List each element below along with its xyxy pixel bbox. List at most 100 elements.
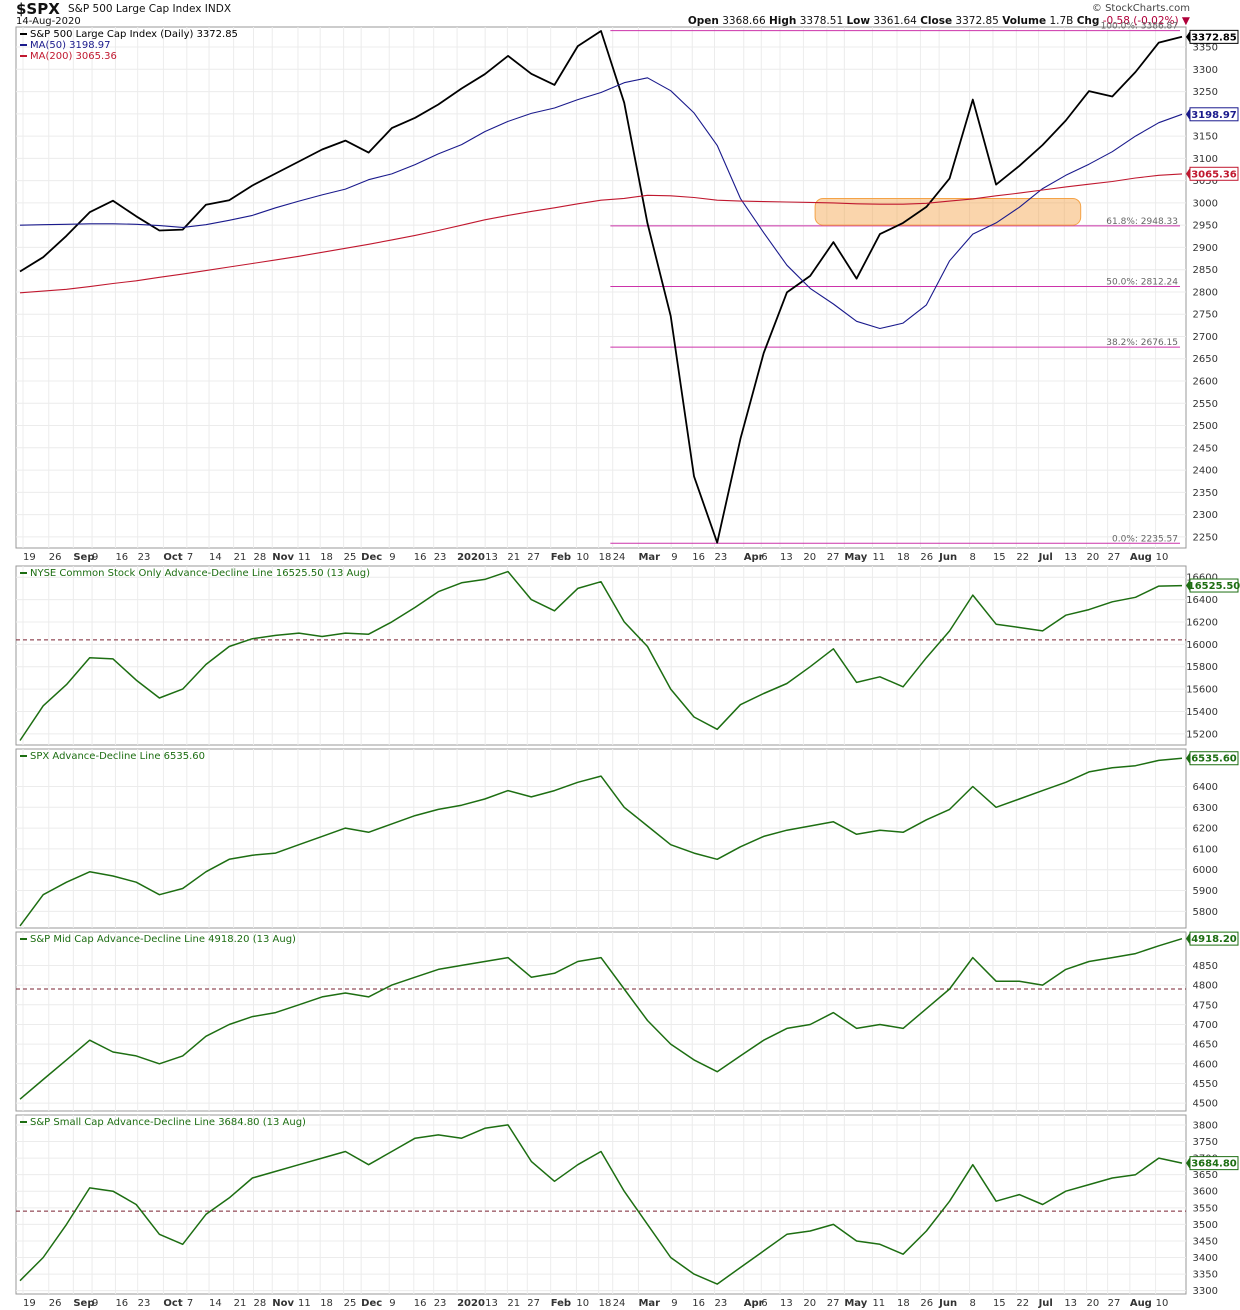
y-tick-label: 2650 (1193, 354, 1218, 365)
x-date-label: 6 (761, 552, 767, 563)
y-tick-label: 3150 (1193, 132, 1218, 143)
close-label: Close (920, 15, 953, 27)
badge-pointer (1186, 108, 1190, 121)
series-line-spx-0 (19, 30, 1183, 544)
x-date-label: Feb (551, 552, 571, 563)
y-tick-label: 6000 (1193, 865, 1218, 876)
x-date-label: 23 (434, 552, 447, 563)
y-tick-label: 3300 (1193, 65, 1218, 76)
legend-entry: S&P Small Cap Advance-Decline Line 3684.… (30, 1117, 306, 1128)
badge-pointer (1186, 167, 1190, 180)
x-date-label: 28 (254, 1298, 267, 1309)
chg-label: Chg (1076, 15, 1100, 27)
x-date-label: 7 (187, 552, 193, 563)
y-tick-label: 2600 (1193, 377, 1218, 388)
x-date-label: 26 (920, 552, 933, 563)
x-date-label: May (844, 552, 867, 563)
x-date-label: Mar (638, 552, 660, 563)
x-date-label: 25 (344, 1298, 357, 1309)
x-date-label: Dec (361, 552, 382, 563)
x-date-label: 16 (692, 552, 705, 563)
x-date-label: 18 (599, 1298, 612, 1309)
value-badge (1189, 29, 1239, 44)
y-tick-label: 2950 (1193, 221, 1218, 232)
high-label: High (768, 15, 797, 27)
low-label: Low (846, 15, 871, 27)
legend-entry: S&P Mid Cap Advance-Decline Line 4918.20… (30, 934, 296, 945)
series-line-spxad-0 (19, 757, 1183, 927)
x-date-label: Oct (163, 552, 182, 563)
y-tick-label: 2350 (1193, 488, 1218, 499)
y-tick-label: 4650 (1193, 1040, 1218, 1051)
y-tick-label: 5800 (1193, 907, 1218, 918)
x-date-label: Apr (744, 552, 764, 563)
x-date-label: 27 (527, 552, 540, 563)
y-tick-label: 3550 (1193, 1203, 1218, 1214)
y-tick-label: 3000 (1193, 198, 1218, 209)
x-date-label: 18 (897, 1298, 910, 1309)
value-badge-label: 4918.20 (1191, 934, 1237, 945)
series-line-small-0 (19, 1124, 1183, 1285)
y-tick-label: 3650 (1193, 1170, 1218, 1181)
y-tick-label: 15400 (1186, 707, 1218, 718)
x-date-label: 22 (1016, 1298, 1029, 1309)
x-date-label: Aug (1130, 552, 1152, 563)
x-date-label: 27 (1108, 1298, 1121, 1309)
x-date-label: 24 (613, 1298, 626, 1309)
y-tick-label: 16400 (1186, 595, 1218, 606)
x-date-label: 18 (320, 552, 333, 563)
y-tick-label: 3500 (1193, 1220, 1218, 1231)
x-date-label: Nov (272, 552, 294, 563)
close-value: 3372.85 (955, 15, 999, 27)
volume-label: Volume (1002, 15, 1047, 27)
value-badge (1189, 1156, 1239, 1171)
y-tick-label: 2550 (1193, 399, 1218, 410)
y-tick-label: 3250 (1193, 87, 1218, 98)
fibonacci-label: 38.2%: 2676.15 (1106, 338, 1178, 348)
value-badge (1189, 751, 1239, 766)
x-date-label: 16 (414, 1298, 427, 1309)
series-line-nyse-0 (19, 570, 1183, 741)
x-date-label: 13 (485, 1298, 498, 1309)
x-date-label: 23 (138, 552, 151, 563)
y-tick-label: 3100 (1193, 154, 1218, 165)
chart-date: 14-Aug-2020 (16, 16, 81, 27)
y-tick-label: 2700 (1193, 332, 1218, 343)
badge-pointer (1186, 752, 1190, 765)
y-tick-label: 4850 (1193, 961, 1218, 972)
x-date-label: 7 (187, 1298, 193, 1309)
fibonacci-label: 61.8%: 2948.33 (1106, 217, 1178, 227)
fibonacci-label: 50.0%: 2812.24 (1106, 278, 1178, 288)
x-date-label: 13 (1064, 1298, 1077, 1309)
y-tick-label: 2450 (1193, 443, 1218, 454)
x-date-label: May (844, 1298, 867, 1309)
x-date-label: 13 (1064, 552, 1077, 563)
legend-entry: MA(200) 3065.36 (30, 51, 117, 62)
x-date-label: 11 (872, 552, 885, 563)
x-date-label: 2020 (457, 1298, 485, 1309)
x-date-label: Mar (638, 1298, 660, 1309)
legend-entry: MA(50) 3198.97 (30, 40, 111, 51)
y-tick-label: 2250 (1193, 532, 1218, 543)
y-tick-label: 2500 (1193, 421, 1218, 432)
x-date-label: 26 (49, 1298, 62, 1309)
y-tick-label: 2900 (1193, 243, 1218, 254)
x-date-label: 18 (599, 552, 612, 563)
y-tick-label: 2400 (1193, 466, 1218, 477)
x-date-label: 16 (115, 1298, 128, 1309)
x-date-label: 27 (527, 1298, 540, 1309)
x-date-label: 23 (714, 1298, 727, 1309)
value-badge-label: 6535.60 (1191, 754, 1237, 765)
x-date-label: Jul (1038, 1298, 1053, 1309)
x-date-label: Feb (551, 1298, 571, 1309)
x-date-label: 14 (209, 1298, 222, 1309)
badge-pointer (1186, 30, 1190, 43)
legend-entry: S&P 500 Large Cap Index (Daily) 3372.85 (30, 29, 238, 40)
badge-pointer (1186, 932, 1190, 945)
y-tick-label: 16600 (1186, 573, 1218, 584)
y-tick-label: 16200 (1186, 617, 1218, 628)
x-date-label: 9 (92, 1298, 98, 1309)
x-date-label: 14 (209, 552, 222, 563)
y-tick-label: 3400 (1193, 1253, 1218, 1264)
x-date-label: 20 (1087, 1298, 1100, 1309)
